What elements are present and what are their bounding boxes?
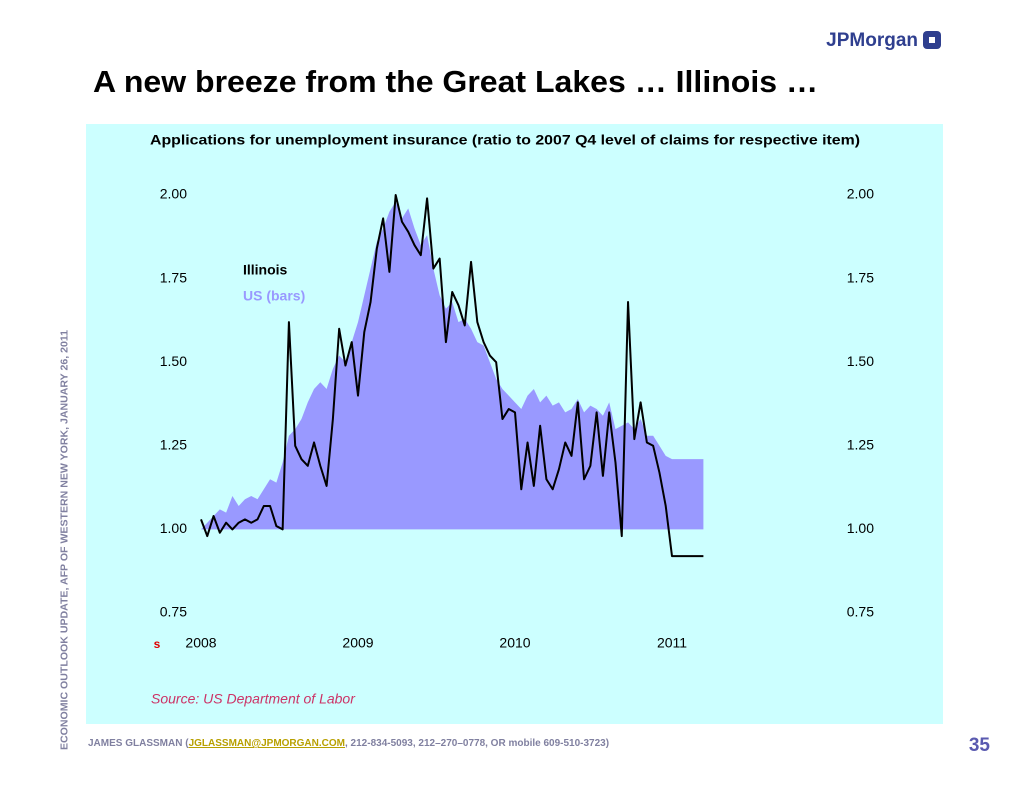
y-tick-label: 0.75 bbox=[160, 604, 187, 620]
y2-tick-label: 1.25 bbox=[847, 437, 874, 453]
footer-text: , 212-834-5093, 212–270–0778, OR mobile … bbox=[345, 738, 609, 749]
logo-icon bbox=[923, 31, 941, 49]
x-tick-label: 2009 bbox=[342, 635, 373, 651]
x-tick-label: 2010 bbox=[499, 635, 530, 651]
slide-title: A new breeze from the Great Lakes … Illi… bbox=[93, 64, 818, 99]
footer-text: JAMES GLASSMAN ( bbox=[88, 738, 189, 749]
y-tick-label: 2.00 bbox=[160, 186, 187, 202]
source: Source: US Department of Labor bbox=[151, 691, 356, 707]
legend-label: US (bars) bbox=[243, 288, 305, 304]
y-tick-label: 1.00 bbox=[160, 520, 187, 536]
y-tick-label: 1.75 bbox=[160, 269, 187, 285]
y2-tick-label: 2.00 bbox=[847, 186, 874, 202]
y-tick-label: 1.50 bbox=[160, 353, 187, 369]
y-tick-label: 1.25 bbox=[160, 437, 187, 453]
x-tick-label: 2011 bbox=[657, 635, 687, 651]
chart-title: Applications for unemployment insurance … bbox=[150, 132, 860, 148]
axis-marker: s bbox=[154, 637, 161, 651]
footer: JAMES GLASSMAN (JGLASSMAN@JPMORGAN.COM, … bbox=[88, 738, 609, 749]
y2-tick-label: 1.75 bbox=[847, 269, 874, 285]
y2-tick-label: 1.50 bbox=[847, 353, 874, 369]
page-number: 35 bbox=[969, 735, 991, 756]
logo: JPMorgan bbox=[826, 30, 918, 51]
legend-label: Illinois bbox=[243, 262, 288, 278]
x-tick-label: 2008 bbox=[185, 635, 216, 651]
area bbox=[201, 201, 704, 530]
y2-tick-label: 1.00 bbox=[847, 520, 874, 536]
y2-tick-label: 0.75 bbox=[847, 604, 874, 620]
footer-link[interactable]: JGLASSMAN@JPMORGAN.COM bbox=[189, 738, 345, 749]
side-note: ECONOMIC OUTLOOK UPDATE, AFP OF WESTERN … bbox=[60, 330, 71, 750]
line bbox=[200, 194, 704, 558]
